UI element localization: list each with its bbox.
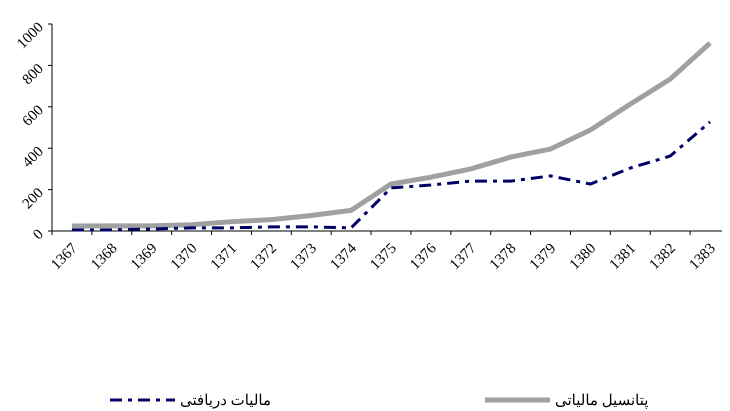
y-tick-label: 600 (20, 102, 47, 129)
x-tick-label: 1376 (407, 240, 440, 273)
legend-label: مالیات دریافتی (180, 393, 271, 409)
y-tick-label: 800 (20, 61, 47, 88)
x-tick-label: 1375 (367, 241, 400, 274)
series-line (71, 41, 712, 229)
x-tick-label: 1371 (208, 241, 241, 274)
x-tick-label: 1368 (88, 241, 121, 274)
x-tick-label: 1379 (527, 241, 560, 274)
y-tick-label: 200 (20, 185, 47, 212)
x-tick-label: 1380 (567, 241, 600, 274)
x-tick-label: 1367 (48, 240, 81, 273)
y-tick-label: 0 (30, 227, 47, 244)
x-tick-label: 1372 (248, 241, 281, 274)
x-tick-label: 1373 (288, 241, 321, 274)
x-tick-label: 1383 (686, 241, 719, 274)
x-tick-label: 1374 (327, 240, 360, 273)
x-tick-label: 1377 (447, 240, 480, 273)
y-tick-label: 1000 (14, 20, 47, 53)
x-tick-label: 1381 (607, 241, 640, 274)
legend-label: پتانسیل مالیاتی (555, 393, 648, 409)
x-tick-label: 1369 (128, 241, 161, 274)
x-tick-label: 1382 (646, 241, 679, 274)
x-tick-label: 1370 (168, 241, 201, 274)
series-line (71, 120, 712, 232)
y-tick-label: 400 (20, 144, 47, 171)
x-tick-label: 1378 (487, 241, 520, 274)
